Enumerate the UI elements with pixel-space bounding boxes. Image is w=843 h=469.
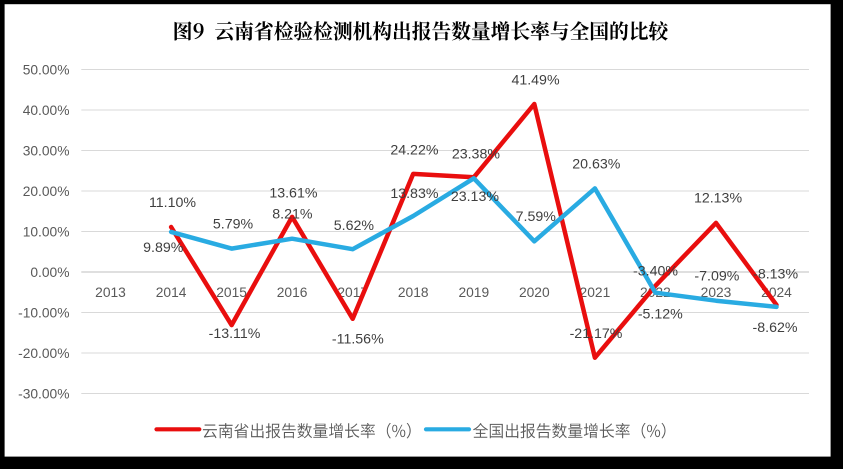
svg-text:30.00%: 30.00% — [23, 143, 70, 158]
svg-text:13.83%: 13.83% — [390, 186, 439, 202]
svg-text:23.38%: 23.38% — [452, 147, 501, 163]
svg-text:12.13%: 12.13% — [694, 191, 743, 207]
svg-text:2015: 2015 — [216, 285, 247, 300]
svg-text:23.13%: 23.13% — [451, 189, 500, 205]
svg-text:-30.00%: -30.00% — [18, 386, 69, 401]
svg-text:-20.00%: -20.00% — [18, 346, 69, 361]
svg-text:8.21%: 8.21% — [272, 207, 313, 223]
svg-text:24.22%: 24.22% — [390, 143, 439, 159]
svg-text:13.61%: 13.61% — [269, 186, 318, 202]
svg-text:-10.00%: -10.00% — [18, 305, 69, 320]
svg-text:40.00%: 40.00% — [23, 103, 70, 118]
svg-text:2018: 2018 — [398, 285, 429, 300]
svg-text:2019: 2019 — [458, 285, 489, 300]
svg-text:-7.09%: -7.09% — [694, 269, 739, 285]
svg-text:2014: 2014 — [156, 285, 187, 300]
svg-text:-8.62%: -8.62% — [753, 320, 798, 336]
svg-text:20.63%: 20.63% — [572, 156, 621, 172]
svg-text:-8.13%: -8.13% — [753, 267, 798, 283]
svg-text:0.00%: 0.00% — [30, 265, 69, 280]
svg-text:-11.56%: -11.56% — [332, 332, 384, 348]
svg-text:50.00%: 50.00% — [23, 62, 70, 77]
svg-text:7.59%: 7.59% — [516, 209, 557, 225]
svg-text:-5.12%: -5.12% — [638, 306, 683, 322]
svg-text:10.00%: 10.00% — [23, 224, 70, 239]
svg-text:5.62%: 5.62% — [334, 218, 375, 234]
svg-text:2021: 2021 — [580, 285, 611, 300]
svg-text:41.49%: 41.49% — [511, 72, 560, 88]
svg-text:2013: 2013 — [95, 285, 126, 300]
svg-text:20.00%: 20.00% — [23, 184, 70, 199]
svg-text:-21.17%: -21.17% — [570, 326, 623, 342]
svg-text:11.10%: 11.10% — [149, 195, 196, 211]
svg-text:5.79%: 5.79% — [213, 216, 254, 232]
svg-text:-13.11%: -13.11% — [209, 326, 261, 342]
svg-text:2016: 2016 — [277, 285, 308, 300]
svg-text:9.89%: 9.89% — [143, 240, 184, 256]
svg-text:2020: 2020 — [519, 285, 550, 300]
svg-text:-3.40%: -3.40% — [633, 264, 678, 280]
svg-text:2023: 2023 — [701, 285, 732, 300]
